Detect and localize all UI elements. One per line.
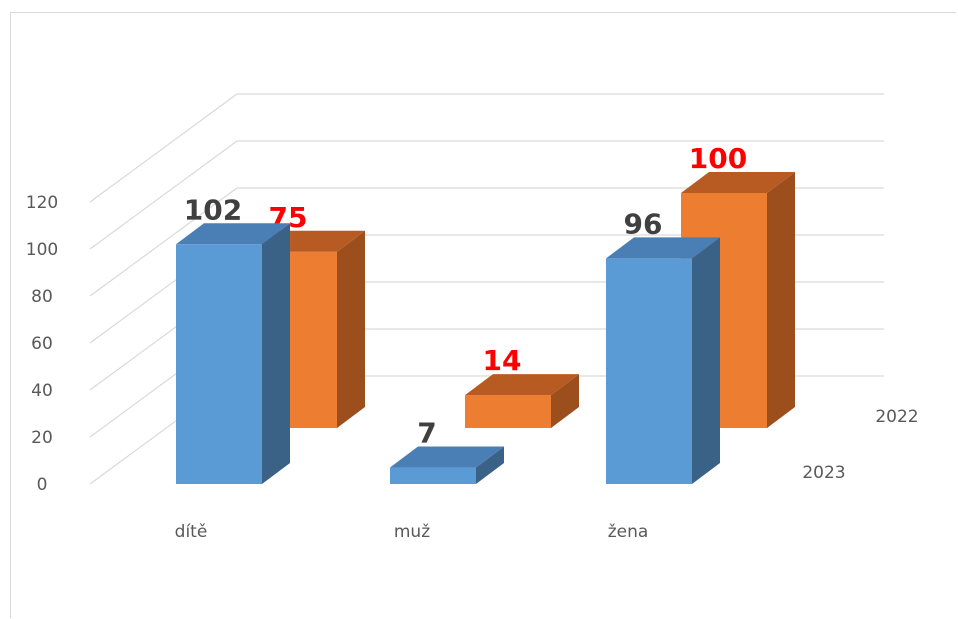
data-label: 14	[483, 344, 522, 377]
bar-side	[692, 237, 720, 484]
bar-side	[262, 223, 290, 485]
data-label: 7	[417, 417, 436, 450]
y-tick-label: 100	[26, 240, 58, 260]
bar-side	[551, 374, 579, 428]
y-tick-label: 60	[31, 334, 53, 354]
y-tick-label: 0	[37, 475, 48, 495]
depth-axis-label: 2023	[802, 463, 845, 483]
bar-side	[767, 172, 795, 428]
gridline-diag-120	[89, 93, 238, 203]
bar-top	[176, 223, 290, 245]
gridline-diag-100	[89, 140, 238, 250]
y-tick-label: 20	[31, 428, 53, 448]
bar-front	[176, 244, 262, 484]
x-category-label: muž	[394, 522, 430, 542]
x-category-label: dítě	[175, 522, 208, 542]
data-label: 102	[184, 193, 242, 226]
data-label: 96	[624, 207, 663, 240]
bar-side	[337, 230, 365, 428]
data-label: 100	[689, 142, 747, 175]
y-tick-label: 80	[31, 287, 53, 307]
gridline-diag-80	[89, 187, 238, 297]
x-category-label: žena	[608, 522, 649, 542]
bar-top	[465, 374, 579, 396]
bar-top	[681, 172, 795, 193]
chart-frame	[10, 12, 956, 618]
bar-front	[390, 467, 476, 484]
y-tick-label: 40	[31, 381, 53, 401]
y-tick-label: 120	[26, 193, 58, 213]
depth-axis-label: 2022	[875, 407, 918, 427]
bar-front	[606, 258, 692, 484]
bar-side	[476, 446, 504, 484]
bar-front	[465, 395, 551, 428]
bar-top	[390, 446, 504, 468]
bar-top	[606, 237, 720, 259]
